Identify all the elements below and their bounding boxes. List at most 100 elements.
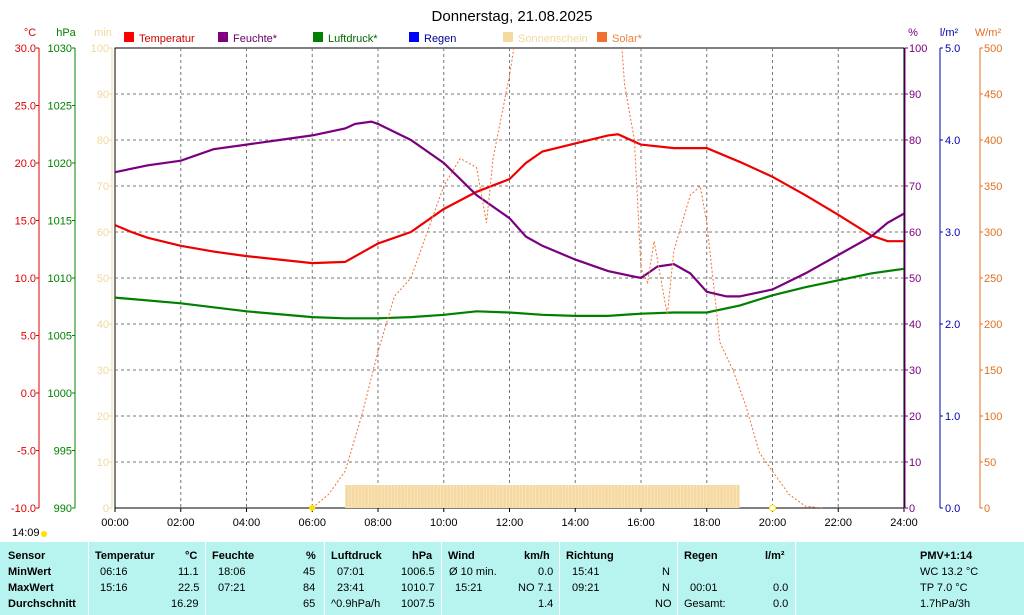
pressure-tick-label: 1025 (48, 101, 72, 113)
max-hum-value: 84 (303, 582, 316, 594)
temp-tick-label: -5.0 (17, 446, 36, 458)
temp-unit-label: °C (24, 27, 36, 39)
humidity-tick-label: 20 (909, 411, 921, 423)
pressure-trend: ^0.9hPa/h (331, 598, 381, 610)
humidity-tick-label: 0 (909, 503, 915, 515)
row-label-avg: Durchschnitt (8, 598, 76, 610)
series-line-solar (311, 48, 822, 508)
current-time: 14:09 (12, 527, 40, 539)
legend-swatch (124, 32, 134, 42)
solar-tick-label: 500 (984, 43, 1002, 55)
x-tick-label: 20:00 (759, 517, 787, 529)
legend-swatch (503, 32, 513, 42)
rain-total-value: 0.0 (773, 598, 789, 610)
temp-tick-label: 10.0 (15, 273, 36, 285)
x-tick-label: 16:00 (627, 517, 655, 529)
min-temp-value: 11.1 (178, 566, 199, 578)
max-wind-value: NO 7.1 (518, 582, 553, 594)
rain-tick-label: 3.0 (945, 227, 960, 239)
legend-label: Temperatur (139, 33, 195, 45)
header-press-unit: hPa (412, 550, 433, 562)
min-hum-time: 18:06 (218, 566, 246, 578)
header-pressure: Luftdruck (331, 550, 382, 562)
pressure-unit-label: hPa (56, 27, 76, 39)
min-dir-time: 15:41 (572, 566, 600, 578)
sunshine-tick-label: 80 (97, 135, 109, 147)
min-wind-value: 0.0 (538, 566, 554, 578)
max-hum-time: 07:21 (218, 582, 246, 594)
pressure-tick-label: 990 (54, 503, 72, 515)
avg-press-value: 1007.5 (401, 598, 435, 610)
humidity-tick-label: 100 (909, 43, 927, 55)
axes: 00:00 02:00 04:00 06:00 08:00 10:00 12:00 14:00… (11, 27, 1002, 529)
max-press-value: 1010.7 (401, 582, 435, 594)
sunshine-tick-label: 40 (97, 319, 109, 331)
table-divider (324, 542, 325, 615)
humidity-tick-label: 80 (909, 135, 921, 147)
temp-tick-label: 20.0 (15, 158, 36, 170)
sunshine-tick-label: 10 (97, 457, 109, 469)
pressure-tick-label: 1000 (48, 388, 72, 400)
legend-label: Feuchte* (233, 33, 278, 45)
legend: Temperatur Feuchte* Luftdruck* Regen Sonnens… (124, 32, 643, 45)
x-tick-label: 00:00 (101, 517, 129, 529)
max-dir-time: 09:21 (572, 582, 600, 594)
min-press-value: 1006.5 (401, 566, 435, 578)
series-line-temperatur (115, 133, 904, 265)
series-line-luftdruck (115, 267, 904, 320)
avg-temp-value: 16.29 (171, 598, 199, 610)
humidity-unit-label: % (908, 27, 918, 39)
x-tick-label: 06:00 (298, 517, 326, 529)
legend-swatch (409, 32, 419, 42)
x-tick-label: 10:00 (430, 517, 458, 529)
rain-tick-label: 0.0 (945, 503, 960, 515)
pressure-trend-3h: 1.7hPa/3h (920, 598, 971, 610)
weather-chart: Donnerstag, 21.08.2025 00:00 02:00 04:00 06… (11, 8, 1002, 529)
sunset-marker (769, 504, 776, 512)
x-tick-label: 24:00 (890, 517, 918, 529)
rain-tick-label: 1.0 (945, 411, 960, 423)
x-tick-label: 18:00 (693, 517, 721, 529)
table-divider (205, 542, 206, 615)
sunshine-unit-label: min (94, 27, 112, 39)
temp-tick-label: 25.0 (15, 101, 36, 113)
pressure-tick-label: 1030 (48, 43, 72, 55)
sunshine-tick-label: 70 (97, 181, 109, 193)
sunshine-tick-label: 20 (97, 411, 109, 423)
legend-label: Regen (424, 33, 456, 45)
max-rain-time: 00:01 (690, 582, 718, 594)
wind-avg-label: Ø 10 min. (449, 566, 497, 578)
min-temp-time: 06:16 (100, 566, 128, 578)
header-pmv: PMV+1:14 (920, 550, 973, 562)
x-tick-label: 04:00 (233, 517, 261, 529)
solar-tick-label: 350 (984, 181, 1002, 193)
humidity-tick-label: 50 (909, 273, 921, 285)
solar-tick-label: 400 (984, 135, 1002, 147)
humidity-tick-label: 40 (909, 319, 921, 331)
solar-tick-label: 200 (984, 319, 1002, 331)
rain-unit-label: l/m² (940, 27, 959, 39)
sunshine-bars (344, 485, 740, 508)
pressure-tick-label: 1015 (48, 216, 72, 228)
header-direction: Richtung (566, 550, 614, 562)
max-wind-time: 15:21 (455, 582, 483, 594)
temp-tick-label: 30.0 (15, 43, 36, 55)
sunshine-tick-label: 30 (97, 365, 109, 377)
stats-table (0, 542, 1024, 615)
avg-hum-value: 65 (303, 598, 316, 610)
min-dir-value: N (662, 566, 670, 578)
temp-tick-label: 15.0 (15, 216, 36, 228)
legend-swatch (313, 32, 323, 42)
header-wind: Wind (448, 550, 475, 562)
header-rain: Regen (684, 550, 718, 562)
humidity-tick-label: 70 (909, 181, 921, 193)
header-temperature: Temperatur (95, 550, 155, 562)
chart-title: Donnerstag, 21.08.2025 (432, 8, 593, 25)
temp-tick-label: 5.0 (21, 331, 36, 343)
sunshine-tick-label: 50 (97, 273, 109, 285)
sun-icon (41, 531, 47, 537)
humidity-tick-label: 90 (909, 89, 921, 101)
max-rain-value: 0.0 (773, 582, 789, 594)
solar-tick-label: 100 (984, 411, 1002, 423)
sunshine-tick-label: 90 (97, 89, 109, 101)
